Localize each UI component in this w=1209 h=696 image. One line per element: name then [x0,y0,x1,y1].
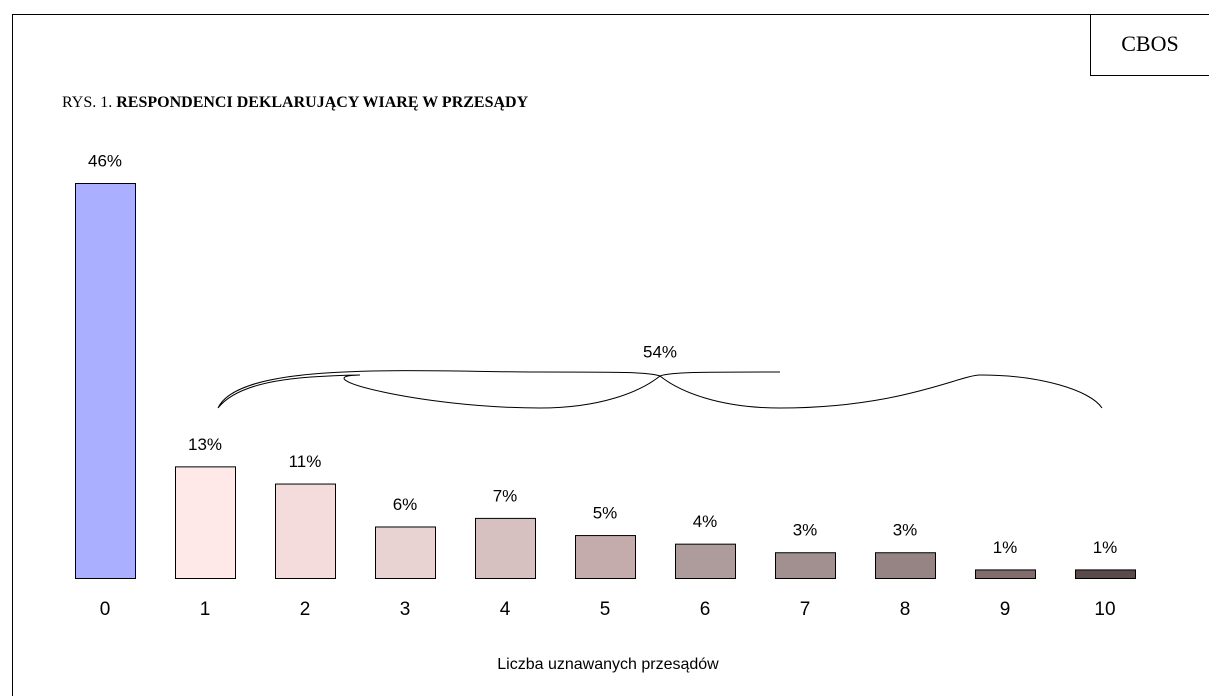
x-axis-label: Liczba uznawanych przesądów [497,656,719,673]
bar [1075,569,1136,579]
annotation: 54% [643,342,677,361]
data-label: 5% [593,504,618,523]
figure-label: RYS. 1. [62,94,112,111]
data-label: 1% [993,538,1018,557]
brace [217,370,1103,409]
x-tick-label: 6 [700,599,711,620]
chart-title: RYS. 1. RESPONDENCI DEKLARUJĄCY WIARĘ W … [62,94,529,111]
bar [575,535,636,580]
x-tick-label: 1 [200,599,211,620]
data-label: 3% [793,521,818,540]
bar [775,552,836,580]
bar [75,183,136,579]
source-box [1090,14,1209,76]
data-label: 7% [493,486,518,505]
data-label: 3% [893,521,918,540]
bar [675,543,736,579]
x-tick-label: 10 [1094,599,1115,620]
data-label: 6% [393,495,418,514]
x-tick-label: 4 [500,599,511,620]
title: RESPONDENCI DEKLARUJĄCY WIARĘ W PRZESĄDY [116,94,528,111]
data-label: 46% [88,151,122,170]
x-tick-label: 9 [1000,599,1011,620]
bar [375,526,436,580]
data-label: 11% [289,452,322,471]
x-tick-label: 5 [600,599,611,620]
frame [12,14,1209,696]
bar [975,569,1036,579]
data-label: 4% [693,512,718,531]
x-tick-label: 8 [900,599,911,620]
data-label: 1% [1093,538,1118,557]
x-tick-label: 7 [800,599,811,620]
bar [875,552,936,580]
x-tick-label: 3 [400,599,411,620]
x-tick-label: 2 [300,599,311,620]
source: CBOS [1121,31,1178,56]
data-label: 13% [188,435,222,454]
x-tick-label: 0 [100,599,111,620]
bar [475,517,536,579]
bar [275,483,336,580]
bar [175,466,236,579]
